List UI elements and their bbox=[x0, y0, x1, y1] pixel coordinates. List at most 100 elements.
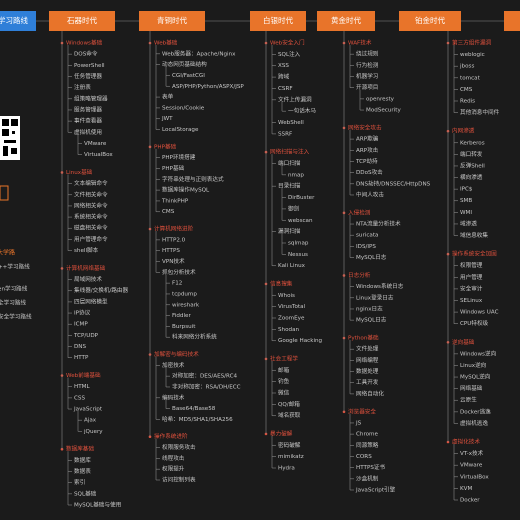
item: Chrome bbox=[356, 432, 378, 438]
section-title: Linux基础 bbox=[66, 168, 93, 176]
item: 域信息收集 bbox=[460, 231, 488, 239]
item: 网络相关命令 bbox=[74, 201, 108, 209]
item: IDS/IPS bbox=[356, 244, 376, 250]
item: 线程攻击 bbox=[162, 454, 185, 462]
item: MySQL日志 bbox=[356, 253, 387, 261]
sub-item: 非对称加密：RSA/DH/ECC bbox=[172, 382, 241, 390]
item: 表单 bbox=[162, 93, 174, 101]
item: mimikatz bbox=[278, 454, 304, 460]
item: shell脚本 bbox=[74, 246, 99, 254]
item: 域渗透 bbox=[460, 219, 477, 227]
item: ThinkPHP bbox=[161, 198, 189, 204]
item: 域名获取 bbox=[278, 411, 301, 419]
sub-item: wireshark bbox=[172, 302, 200, 308]
item: Google Hacking bbox=[278, 338, 323, 344]
item: JavaScript引擎 bbox=[355, 486, 396, 494]
next-era-box bbox=[504, 11, 520, 31]
item: XSS bbox=[278, 63, 289, 69]
item: Shodan bbox=[278, 327, 299, 333]
item: suricata bbox=[356, 233, 378, 239]
sub-item: tcpdump bbox=[172, 291, 197, 297]
item: SQL基础 bbox=[74, 489, 97, 497]
item: HTTP2.0 bbox=[162, 237, 186, 243]
item: 网络自动化 bbox=[356, 389, 384, 397]
item: 用户管理 bbox=[460, 273, 483, 281]
qr-code bbox=[0, 116, 20, 160]
item: CSS bbox=[74, 395, 85, 401]
section-title: 计算机网络进阶 bbox=[154, 225, 194, 233]
era-title: 黄金时代 bbox=[331, 15, 361, 25]
item: 钓鱼 bbox=[278, 377, 290, 385]
item: Linux逆向 bbox=[460, 361, 487, 369]
item: PowerShell bbox=[74, 63, 105, 69]
item: HTTPS证书 bbox=[356, 463, 385, 471]
item: tomcat bbox=[460, 75, 481, 81]
item: ICMP bbox=[74, 322, 88, 328]
item: jboss bbox=[459, 64, 474, 70]
item: 网络编程 bbox=[356, 356, 379, 364]
section-title: 逆向基础 bbox=[452, 338, 475, 346]
section-title: Web安全入门 bbox=[270, 39, 305, 47]
tab-box bbox=[0, 11, 36, 31]
item: JWT bbox=[161, 116, 173, 122]
item: 横向渗透 bbox=[460, 173, 483, 181]
section-title: 操作系统安全加固 bbox=[452, 250, 497, 258]
section-title: Web基础 bbox=[154, 39, 178, 47]
item: 同源策略 bbox=[356, 441, 379, 449]
side-box bbox=[0, 185, 9, 201]
item: 数据库 bbox=[74, 456, 91, 464]
item: 局域网技术 bbox=[74, 275, 102, 283]
item: 系统相关命令 bbox=[74, 213, 108, 221]
item: 动态网页基础结构 bbox=[162, 60, 207, 68]
item: MySQL基础与使用 bbox=[74, 501, 121, 509]
section-title: Web前端基础 bbox=[66, 371, 101, 379]
item: Windows系统日志 bbox=[356, 282, 404, 290]
item: Linux登录日志 bbox=[356, 293, 394, 301]
item: 网络基础 bbox=[460, 384, 483, 392]
item: Web服务器：Apache/Nginx bbox=[162, 49, 236, 57]
era-box bbox=[250, 11, 306, 31]
item: VMware bbox=[460, 463, 483, 469]
item: CORS bbox=[356, 454, 372, 460]
section-title: Windows基础 bbox=[66, 39, 103, 47]
item: Kali Linux bbox=[278, 263, 306, 269]
item: LocalStorage bbox=[162, 127, 199, 133]
item: HTTPS bbox=[162, 248, 180, 254]
item: weblogic bbox=[460, 52, 485, 58]
sub-item: webscan bbox=[288, 218, 313, 224]
sidebar-item: 安全学习路线 bbox=[0, 313, 32, 321]
sub-item: nmap bbox=[288, 172, 304, 178]
sub-item: ModSecurity bbox=[366, 108, 401, 114]
era-box bbox=[317, 11, 375, 31]
item: 四层网络模型 bbox=[74, 297, 108, 305]
item: ZoomEye bbox=[278, 316, 305, 322]
item: 数据库操作MySQL bbox=[162, 186, 210, 194]
sub-item: openresty bbox=[366, 96, 395, 102]
item: 其他消息中间件 bbox=[460, 108, 500, 116]
item: JS bbox=[355, 420, 362, 426]
item: CSRF bbox=[278, 86, 293, 92]
item: PHP环境搭建 bbox=[162, 153, 196, 161]
tab-title: 学习路线 bbox=[0, 15, 28, 25]
item: HTML bbox=[74, 384, 90, 390]
item: MySQL逆向 bbox=[460, 373, 491, 381]
item: 目录扫描 bbox=[278, 182, 301, 190]
item: 用户管理命令 bbox=[74, 235, 108, 243]
item: Session/Cookie bbox=[162, 105, 205, 111]
item: TCP劫持 bbox=[355, 157, 378, 165]
item: Docker逃逸 bbox=[460, 407, 491, 415]
item: 事件查看器 bbox=[74, 117, 102, 125]
section-title: 虚拟化技术 bbox=[452, 438, 480, 446]
sidebar-item: ++学习路线 bbox=[0, 263, 30, 271]
sub-item: Burpsuit bbox=[172, 324, 196, 330]
section-title: PHP基础 bbox=[154, 142, 177, 150]
item: 文件相关命令 bbox=[74, 190, 108, 198]
item: ARP欺骗 bbox=[356, 135, 379, 143]
section-dot bbox=[60, 447, 64, 451]
item: 数据处理 bbox=[356, 367, 379, 375]
item: VPN技术 bbox=[162, 257, 185, 265]
section-title: WAF技术 bbox=[348, 39, 372, 47]
item: nginx日志 bbox=[356, 304, 383, 312]
